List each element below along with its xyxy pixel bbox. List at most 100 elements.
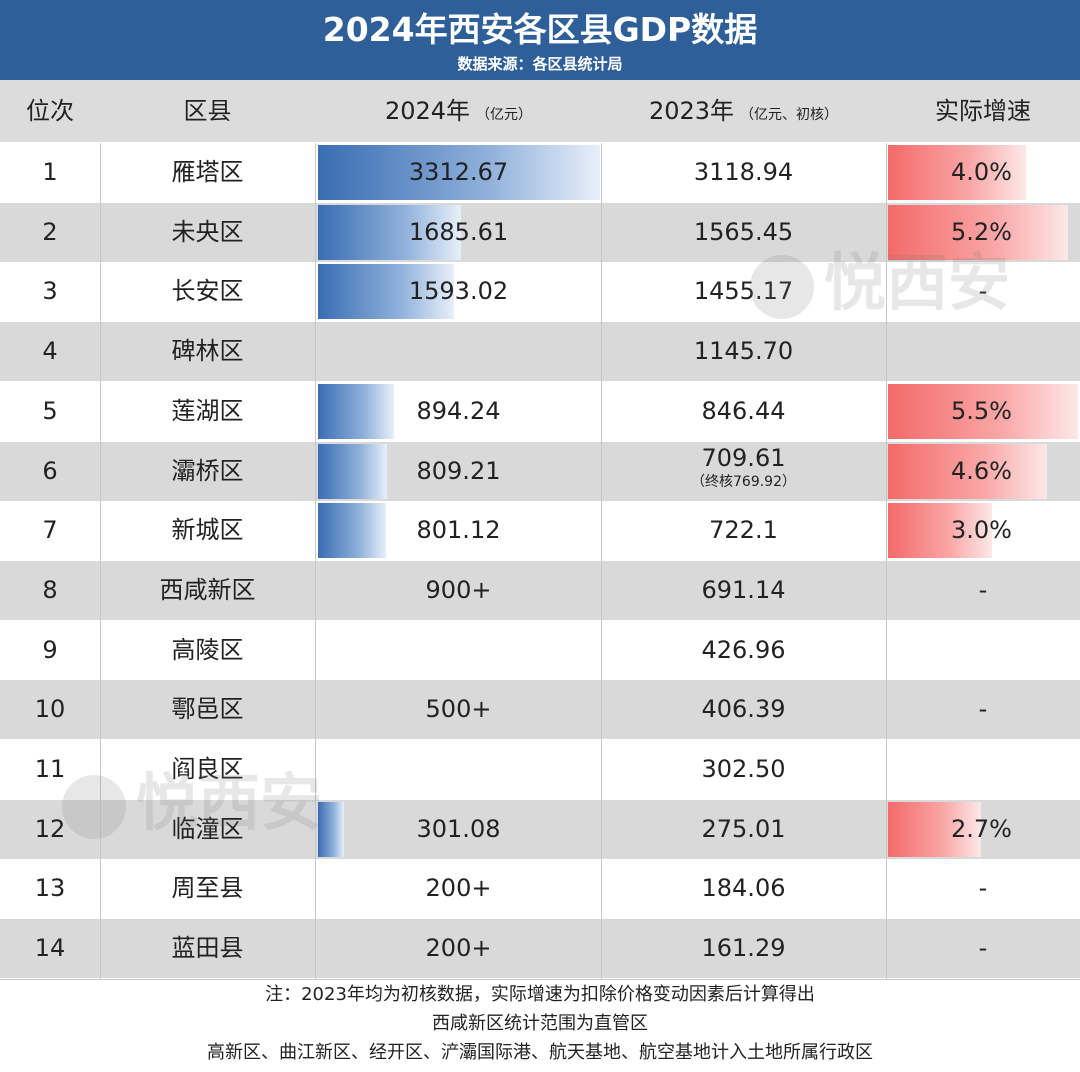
header-growth: 实际增速 — [935, 97, 1031, 125]
growth-value: - — [978, 277, 988, 306]
growth-bar — [888, 801, 982, 857]
table-row: 7 新城区 801.12 722.1 3.0% — [0, 501, 1080, 560]
gdp2024-bar — [318, 383, 395, 439]
rank-cell: 10 — [34, 695, 66, 724]
gdp2024-cell: 900+ — [316, 561, 601, 620]
growth-value: - — [978, 874, 988, 903]
district-cell: 雁塔区 — [171, 158, 244, 186]
watermark-logo-icon — [750, 254, 814, 319]
district-cell: 莲湖区 — [171, 396, 244, 425]
table-row: 4 碑林区 1145.70 — [0, 322, 1080, 382]
header-gdp2024-label: 2024年 — [384, 97, 471, 125]
table-row: 13 周至县 200+ 184.06 - — [0, 859, 1080, 918]
footer-notes: 注：2023年均为初核数据，实际增速为扣除价格变动因素后计算得出 西咸新区统计范… — [0, 980, 1080, 1072]
watermark-logo-icon — [62, 774, 126, 839]
district-cell: 临潼区 — [171, 814, 244, 843]
district-cell: 新城区 — [171, 516, 244, 545]
header-rank: 位次 — [26, 97, 74, 125]
gdp2024-cell — [316, 621, 601, 680]
district-cell: 长安区 — [171, 277, 244, 306]
footer-note-1: 注：2023年均为初核数据，实际增速为扣除价格变动因素后计算得出 — [265, 984, 815, 1005]
gdp2024-bar — [318, 503, 387, 559]
gdp2023-cell: 161.29 — [701, 934, 786, 963]
gdp2024-cell: 3312.67 — [316, 143, 601, 202]
gdp2023-cell: 3118.94 — [693, 158, 794, 186]
growth-value: 5.2% — [951, 217, 1012, 246]
growth-bar — [888, 503, 992, 559]
district-cell: 碑林区 — [171, 337, 244, 366]
gdp2024-value: 894.24 — [416, 396, 501, 425]
page-title: 2024年西安各区县GDP数据 — [322, 10, 758, 49]
rank-cell: 8 — [42, 575, 58, 604]
gdp2024-bar — [318, 264, 454, 320]
column-divider — [100, 143, 101, 979]
gdp2023-cell: 722.1 — [709, 516, 778, 545]
gdp2024-value: 801.12 — [416, 516, 501, 545]
table-header: 位次 区县 2024年 （亿元） 2023年 （亿元、初核） 实际增速 — [0, 80, 1080, 142]
gdp2023-value: 709.61 — [701, 443, 786, 472]
gdp2024-value: 1685.61 — [408, 217, 509, 246]
rank-cell: 11 — [34, 755, 66, 783]
district-cell: 阎良区 — [171, 755, 244, 783]
header-gdp2024: 2024年 （亿元） — [316, 80, 601, 142]
column-divider — [886, 143, 887, 979]
growth-cell — [886, 621, 1080, 680]
growth-cell: - — [886, 262, 1080, 321]
growth-cell: - — [886, 919, 1080, 978]
table-row: 14 蓝田县 200+ 161.29 - — [0, 919, 1080, 979]
gdp2023-cell: 691.14 — [701, 575, 786, 604]
table-row: 9 高陵区 426.96 — [0, 621, 1080, 680]
district-cell: 蓝田县 — [171, 934, 244, 963]
gdp2024-bar — [318, 145, 600, 200]
gdp2024-cell — [316, 740, 601, 799]
gdp2023-cell: 426.96 — [701, 635, 786, 664]
gdp2024-cell: 894.24 — [316, 382, 601, 441]
table-row: 10 鄠邑区 500+ 406.39 - — [0, 680, 1080, 740]
watermark-text: 悦西安 — [824, 246, 1011, 319]
header-gdp2023-label: 2023年 — [648, 97, 735, 125]
growth-cell: 5.2% — [886, 203, 1080, 262]
district-cell: 未央区 — [171, 217, 244, 246]
growth-value: 5.5% — [951, 396, 1012, 425]
column-divider — [601, 143, 602, 979]
growth-cell: - — [886, 561, 1080, 620]
growth-value: 4.0% — [951, 158, 1012, 186]
watermark: 悦西安 — [750, 232, 1010, 322]
growth-value: 3.0% — [951, 516, 1012, 545]
growth-bar — [888, 443, 1047, 499]
district-cell: 灞桥区 — [171, 456, 244, 485]
growth-cell: 2.7% — [886, 800, 1080, 859]
footer-divider — [0, 979, 1080, 980]
table-row: 3 长安区 1593.02 1455.17 - — [0, 262, 1080, 321]
growth-cell: 3.0% — [886, 501, 1080, 560]
table-row: 5 莲湖区 894.24 846.44 5.5% — [0, 382, 1080, 441]
rank-cell: 1 — [42, 158, 58, 186]
rank-cell: 9 — [42, 635, 58, 664]
gdp2024-cell: 1593.02 — [316, 262, 601, 321]
gdp2023-cell: 302.50 — [701, 755, 786, 783]
growth-bar — [888, 204, 1068, 260]
gdp2024-value: 900+ — [425, 575, 492, 604]
growth-bar — [888, 145, 1027, 200]
growth-bar — [888, 383, 1078, 439]
growth-cell: 5.5% — [886, 382, 1080, 441]
district-cell: 西咸新区 — [159, 575, 256, 604]
growth-cell: - — [886, 859, 1080, 918]
growth-value: - — [978, 575, 988, 604]
gdp2023-cell: 846.44 — [701, 396, 786, 425]
growth-value: - — [978, 934, 988, 963]
title-bar: 2024年西安各区县GDP数据 数据来源：各区县统计局 — [0, 0, 1080, 80]
gdp2023-cell: 1455.17 — [693, 277, 794, 306]
header-gdp2024-unit: （亿元） — [476, 107, 533, 123]
gdp2024-value: 200+ — [425, 934, 492, 963]
rank-cell: 6 — [42, 456, 58, 485]
gdp2023-cell: 1565.45 — [693, 217, 794, 246]
gdp2024-cell: 200+ — [316, 919, 601, 978]
gdp2024-value: 200+ — [425, 874, 492, 903]
footer-note-3: 高新区、曲江新区、经开区、浐灞国际港、航天基地、航空基地计入土地所属行政区 — [207, 1042, 873, 1063]
growth-cell: - — [886, 680, 1080, 739]
table-row: 11 阎良区 302.50 — [0, 740, 1080, 799]
watermark-text: 悦西安 — [136, 766, 323, 839]
gdp2023-cell: 406.39 — [701, 695, 786, 724]
district-cell: 周至县 — [171, 874, 244, 903]
